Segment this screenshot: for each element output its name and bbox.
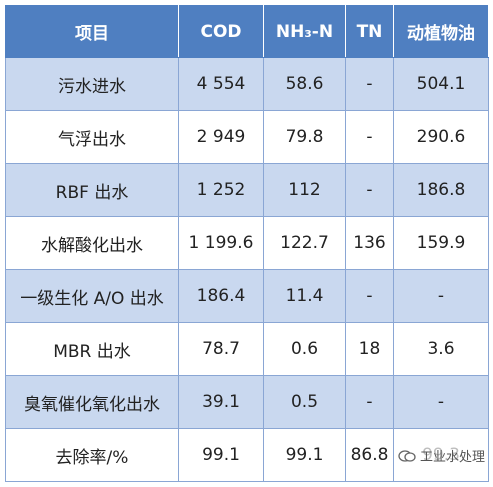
table-cell: 86.8 [345, 428, 394, 482]
table-cell: - [393, 375, 489, 429]
table-row: RBF 出水 1 252 112-186.8 [5, 163, 489, 217]
table-cell: 臭氧催化氧化出水 [5, 375, 179, 429]
table-cell: - [345, 110, 394, 164]
table-cell: 186.8 [393, 163, 489, 217]
table-row: 臭氧催化氧化出水 39.1 0.5- - [5, 375, 489, 429]
table-cell: 159.9 [393, 216, 489, 270]
table-cell: 78.7 [178, 322, 264, 376]
table-cell: 1 199.6 [178, 216, 264, 270]
data-table: 项目 COD NH₃-N TN 动植物油 污水进水 4 554 58.6-504.1 气浮出水… [5, 5, 489, 482]
table-cell: 58.6 [263, 57, 346, 111]
header-row: 项目 COD NH₃-N TN 动植物油 [5, 5, 489, 58]
table-cell: MBR 出水 [5, 322, 179, 376]
table-cell: - [345, 57, 394, 111]
table-cell: 4 554 [178, 57, 264, 111]
table-cell: - [345, 375, 394, 429]
table-cell: 去除率/% [5, 428, 179, 482]
table-cell: 99.1 [263, 428, 346, 482]
table-row: 一级生化 A/O 出水 186.4 11.4- - [5, 269, 489, 323]
table-cell: 18 [345, 322, 394, 376]
table-row: 污水进水 4 554 58.6-504.1 [5, 57, 489, 111]
table-cell: 290.6 [393, 110, 489, 164]
table-cell: 99.1 [178, 428, 264, 482]
table-cell: 79.8 [263, 110, 346, 164]
header-cell: TN [345, 5, 394, 58]
table-cell: 一级生化 A/O 出水 [5, 269, 179, 323]
table-cell: 3.6 [393, 322, 489, 376]
watermark-text: 工业水处理 [419, 450, 485, 465]
header-cell: NH₃-N [263, 5, 346, 58]
table-cell: - [345, 163, 394, 217]
table-cell: 136 [345, 216, 394, 270]
table-cell: 污水进水 [5, 57, 179, 111]
table-cell: 气浮出水 [5, 110, 179, 164]
table-cell: 186.4 [178, 269, 264, 323]
table-row: 气浮出水 2 949 79.8-290.6 [5, 110, 489, 164]
table-cell: 504.1 [393, 57, 489, 111]
table-cell: 0.5 [263, 375, 346, 429]
header-cell: 项目 [5, 5, 179, 58]
table-cell: 39.1 [178, 375, 264, 429]
table-body: 污水进水 4 554 58.6-504.1 气浮出水 2 949 79.8-290.6 RB… [5, 57, 489, 482]
table-cell: RBF 出水 [5, 163, 179, 217]
table-row: 去除率/%99.199.186.899.3 [5, 428, 489, 482]
table-row: 水解酸化出水 1 199.6 122.7 136 159.9 [5, 216, 489, 270]
watermark-icon [398, 449, 416, 462]
table-cell: - [393, 269, 489, 323]
table-cell: 11.4 [263, 269, 346, 323]
watermark: 工业水处理 [397, 446, 485, 465]
table-cell: 122.7 [263, 216, 346, 270]
table-cell: 0.6 [263, 322, 346, 376]
table-cell: 112 [263, 163, 346, 217]
header-cell: 动植物油 [393, 5, 489, 58]
table-cell: 水解酸化出水 [5, 216, 179, 270]
table-cell: - [345, 269, 394, 323]
header-cell: COD [178, 5, 264, 58]
table-row: MBR 出水 78.7 0.6 18 3.6 [5, 322, 489, 376]
table-cell: 2 949 [178, 110, 264, 164]
table-cell: 1 252 [178, 163, 264, 217]
